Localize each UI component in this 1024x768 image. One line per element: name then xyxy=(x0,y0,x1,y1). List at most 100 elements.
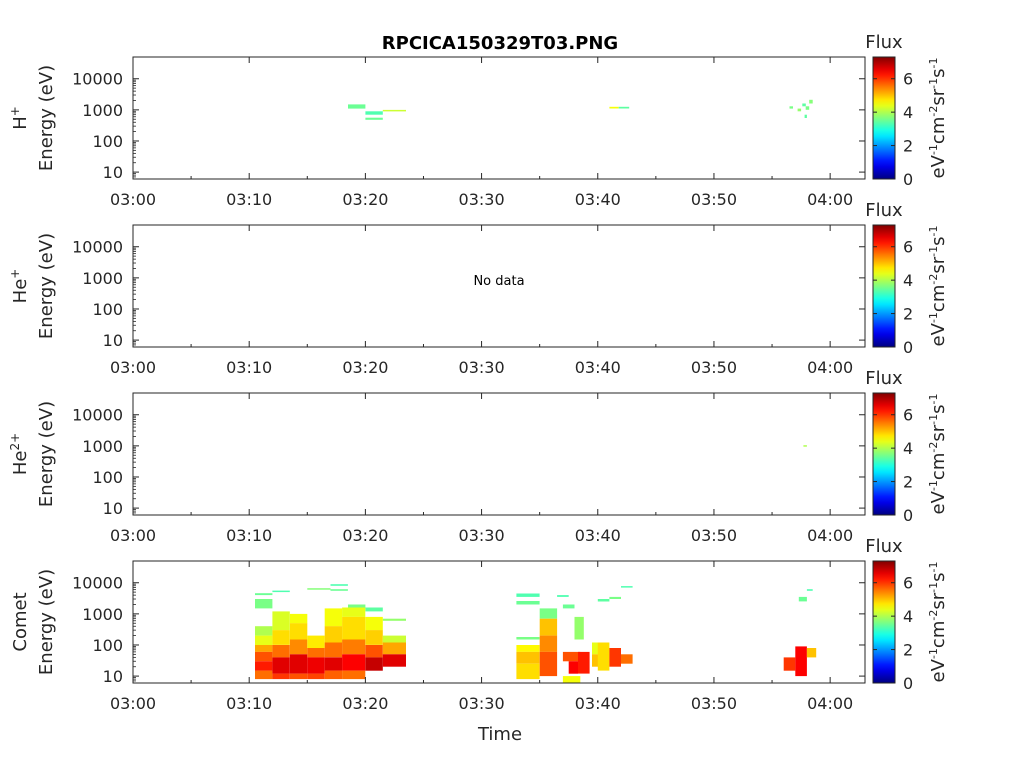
panel-1: 03:00 03:10 03:20 03:30 03:40 03:50 04:00 10 100… xyxy=(8,32,949,209)
heatmap-cell xyxy=(803,445,807,447)
heatmap-cell xyxy=(348,104,366,109)
x-tick-label: 03:30 xyxy=(459,190,505,209)
y-tick-label: 100 xyxy=(92,300,123,319)
colorbar-tick-label: 0 xyxy=(903,506,913,525)
x-tick-label: 03:20 xyxy=(342,358,388,377)
heatmap-cell xyxy=(272,645,290,658)
panel-3: 03:00 03:10 03:20 03:30 03:40 03:50 04:00 10 100… xyxy=(8,368,949,545)
heatmap-cells xyxy=(255,584,817,683)
heatmap-cell xyxy=(330,589,348,591)
x-tick-label: 03:40 xyxy=(575,358,621,377)
x-tick-label: 03:50 xyxy=(691,526,737,545)
heatmap-cell xyxy=(272,611,290,631)
x-tick-label: 03:40 xyxy=(575,694,621,713)
heatmap-cell xyxy=(272,673,290,680)
heatmap-cell xyxy=(609,106,619,109)
unit-base: cm xyxy=(928,285,949,312)
energy-axis-label: Energy (eV) xyxy=(36,65,57,171)
colorbar-label: Flux xyxy=(865,536,903,557)
heatmap-cell xyxy=(307,648,325,658)
heatmap-cell xyxy=(597,599,610,602)
x-tick-label: 03:10 xyxy=(226,526,272,545)
x-tick-label: 03:00 xyxy=(110,694,156,713)
unit-exponent: -2 xyxy=(927,106,940,117)
heatmap-cell xyxy=(365,117,383,120)
heatmap-cell xyxy=(255,645,273,652)
x-tick-label: 03:20 xyxy=(342,526,388,545)
x-tick-label: 04:00 xyxy=(807,358,853,377)
heatmap-cells xyxy=(803,445,807,447)
heatmap-cell xyxy=(806,589,813,591)
colorbar-tick-label: 6 xyxy=(903,70,913,89)
heatmap-cell xyxy=(324,670,343,680)
colorbar-scale xyxy=(872,224,896,348)
x-tick-label: 03:50 xyxy=(691,358,737,377)
heatmap-cell xyxy=(342,607,366,617)
x-tick-label: 03:30 xyxy=(459,526,505,545)
heatmap-cell xyxy=(289,613,308,624)
plot-area xyxy=(132,224,866,348)
unit-exponent: -2 xyxy=(927,274,940,285)
colorbar-tick-label: 4 xyxy=(903,439,913,458)
heatmap-cell xyxy=(516,663,540,680)
energy-axis-label: Energy (eV) xyxy=(36,233,57,339)
heatmap-cell xyxy=(783,657,796,671)
heatmap-cell xyxy=(578,651,590,674)
heatmap-cell xyxy=(289,623,308,640)
y-tick-label: 10000 xyxy=(72,238,123,257)
heatmap-cell xyxy=(289,654,308,674)
colorbar-scale xyxy=(872,560,896,684)
colorbar-tick-label: 6 xyxy=(903,238,913,257)
unit-base: sr xyxy=(928,256,949,273)
species-charge: + xyxy=(8,269,22,279)
unit-exponent: -1 xyxy=(927,562,940,573)
unit-base: eV xyxy=(928,490,949,514)
heatmap-cell xyxy=(342,654,366,671)
unit-base: sr xyxy=(928,424,949,441)
heatmap-cell xyxy=(516,601,540,605)
heatmap-cell xyxy=(798,596,807,602)
heatmap-cell xyxy=(330,584,348,586)
y-tick-label: 1000 xyxy=(82,101,123,120)
unit-exponent: -1 xyxy=(927,78,940,89)
x-tick-label: 03:40 xyxy=(575,526,621,545)
unit-base: s xyxy=(928,573,949,582)
heatmap-cell xyxy=(324,608,343,627)
panel-4: 03:00 03:10 03:20 03:30 03:40 03:50 04:00 10 100… xyxy=(10,536,949,713)
panels: 03:00 03:10 03:20 03:30 03:40 03:50 04:00 10 100… xyxy=(8,32,949,713)
colorbar-tick-label: 2 xyxy=(903,305,913,324)
heatmap-cell xyxy=(272,657,290,674)
x-tick-label: 04:00 xyxy=(807,526,853,545)
heatmap-cell xyxy=(539,608,558,619)
colorbar-units: eV-1cm-2sr-1s-1 xyxy=(927,394,949,515)
heatmap-cell xyxy=(324,642,343,658)
x-tick-label: 04:00 xyxy=(807,190,853,209)
heatmap-cell xyxy=(255,651,273,662)
unit-base: sr xyxy=(928,592,949,609)
no-data-label: No data xyxy=(473,274,524,289)
colorbar-units: eV-1cm-2sr-1s-1 xyxy=(927,226,949,347)
species-label: He2+ xyxy=(8,433,31,475)
heatmap-cell xyxy=(348,604,366,609)
colorbar-label: Flux xyxy=(865,200,903,221)
heatmap-cell xyxy=(307,673,325,680)
heatmap-cell xyxy=(618,106,630,109)
heatmap-cell xyxy=(365,645,383,658)
unit-base: s xyxy=(928,405,949,414)
heatmap-cell xyxy=(307,657,325,674)
heatmap-cell xyxy=(516,637,540,640)
x-tick-label: 03:10 xyxy=(226,358,272,377)
y-tick-label: 10 xyxy=(103,331,123,350)
colorbar-tick-label: 0 xyxy=(903,170,913,189)
species-name: H xyxy=(10,116,31,130)
unit-base: cm xyxy=(928,453,949,480)
heatmap-cell xyxy=(255,670,273,680)
heatmap-cell xyxy=(516,593,540,597)
x-tick-label: 03:30 xyxy=(459,358,505,377)
colorbar-tick-label: 0 xyxy=(903,674,913,693)
unit-base: s xyxy=(928,69,949,78)
y-tick-label: 1000 xyxy=(82,269,123,288)
